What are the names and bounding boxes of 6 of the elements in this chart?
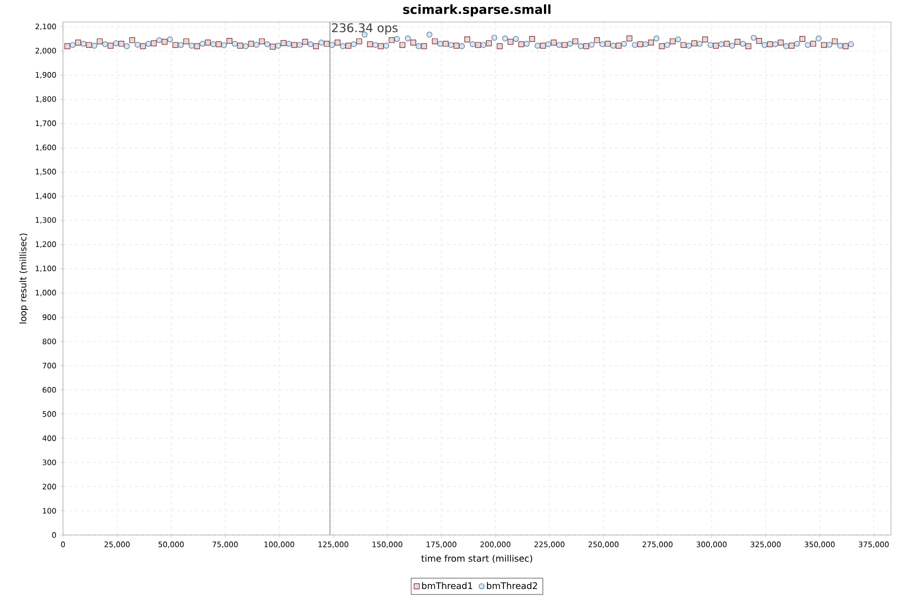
x-axis-title: time from start (millisec): [421, 554, 532, 563]
legend-label: bmThread2: [487, 582, 537, 590]
ref-line-label: 236.34 ops: [332, 23, 398, 35]
legend-label: bmThread1: [422, 582, 472, 590]
chart-title: scimark.sparse.small: [403, 4, 550, 16]
y-axis-title: loop result (millisec): [19, 234, 28, 324]
